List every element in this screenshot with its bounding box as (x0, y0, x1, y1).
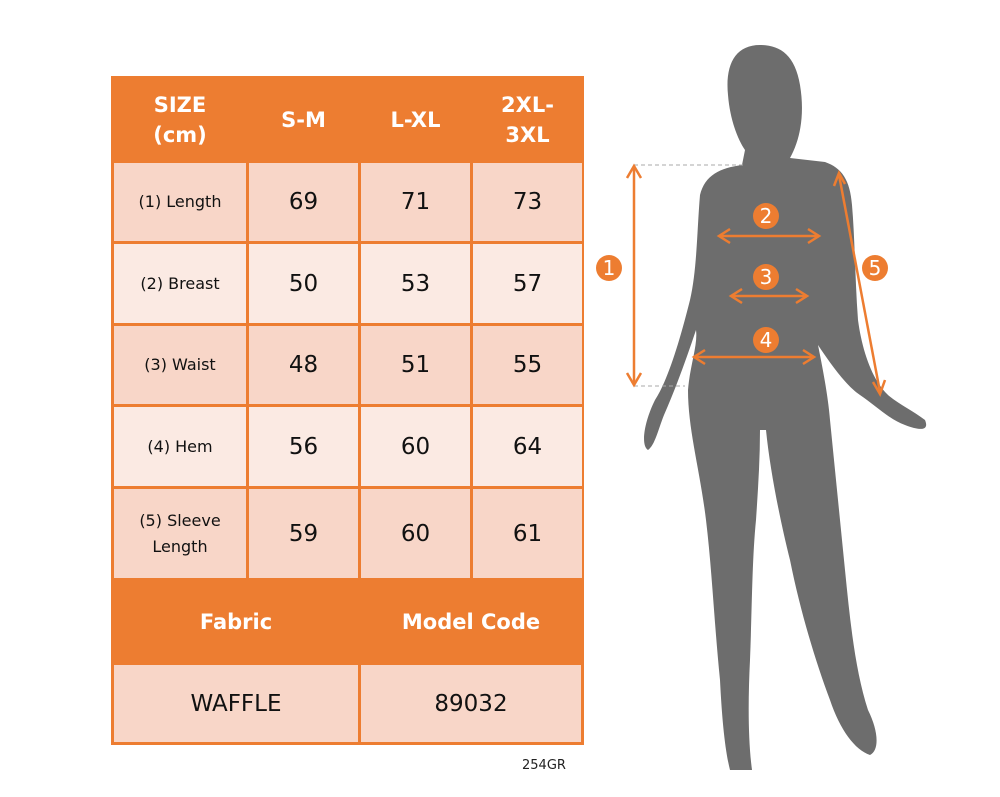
size-value: 64 (473, 407, 582, 486)
body-silhouette-diagram: 1 2 3 4 5 (596, 45, 927, 770)
silhouette-icon (644, 45, 927, 770)
row-label: (2) Breast (114, 244, 246, 323)
size-chart-table: SIZE (cm) S-M L-XL 2XL- 3XL (1) Length 69 71 73… (111, 76, 584, 745)
size-value: 55 (473, 326, 582, 404)
row-label: (5) Sleeve Length (114, 489, 246, 578)
size-value: 50 (249, 244, 358, 323)
marker-number: 1 (603, 256, 616, 280)
marker-circle (753, 203, 779, 229)
size-value: 73 (473, 163, 582, 241)
column-header: L-XL (390, 107, 441, 132)
marker-number: 2 (760, 204, 773, 228)
column-header: 2XL- 3XL (501, 92, 554, 147)
column-header: SIZE (cm) (153, 92, 207, 147)
marker-number: 4 (760, 328, 773, 352)
marker-circle (596, 255, 622, 281)
size-value: 51 (361, 326, 470, 404)
measure-arrows (625, 163, 887, 397)
model-code-header: Model Code (401, 609, 541, 634)
product-code: 254GR (522, 758, 566, 773)
size-value: 71 (361, 163, 470, 241)
fabric-value: WAFFLE (114, 665, 358, 742)
fabric-header: Fabric (199, 609, 273, 634)
guide-lines (634, 164, 745, 387)
marker-number: 5 (869, 256, 882, 280)
size-value: 57 (473, 244, 582, 323)
size-value: 59 (249, 489, 358, 578)
size-value: 61 (473, 489, 582, 578)
size-value: 48 (249, 326, 358, 404)
marker-circle (753, 327, 779, 353)
marker-number: 3 (760, 265, 773, 289)
size-value: 60 (361, 489, 470, 578)
row-label: (1) Length (114, 163, 246, 241)
size-value: 56 (249, 407, 358, 486)
sleeve-arrow (837, 174, 882, 393)
size-value: 69 (249, 163, 358, 241)
row-label: (3) Waist (114, 326, 246, 404)
size-value: 53 (361, 244, 470, 323)
column-header: S-M (281, 107, 326, 132)
marker-circle (753, 264, 779, 290)
size-value: 60 (361, 407, 470, 486)
model-code-value: 89032 (361, 665, 581, 742)
marker-circle (862, 255, 888, 281)
row-label: (4) Hem (114, 407, 246, 486)
